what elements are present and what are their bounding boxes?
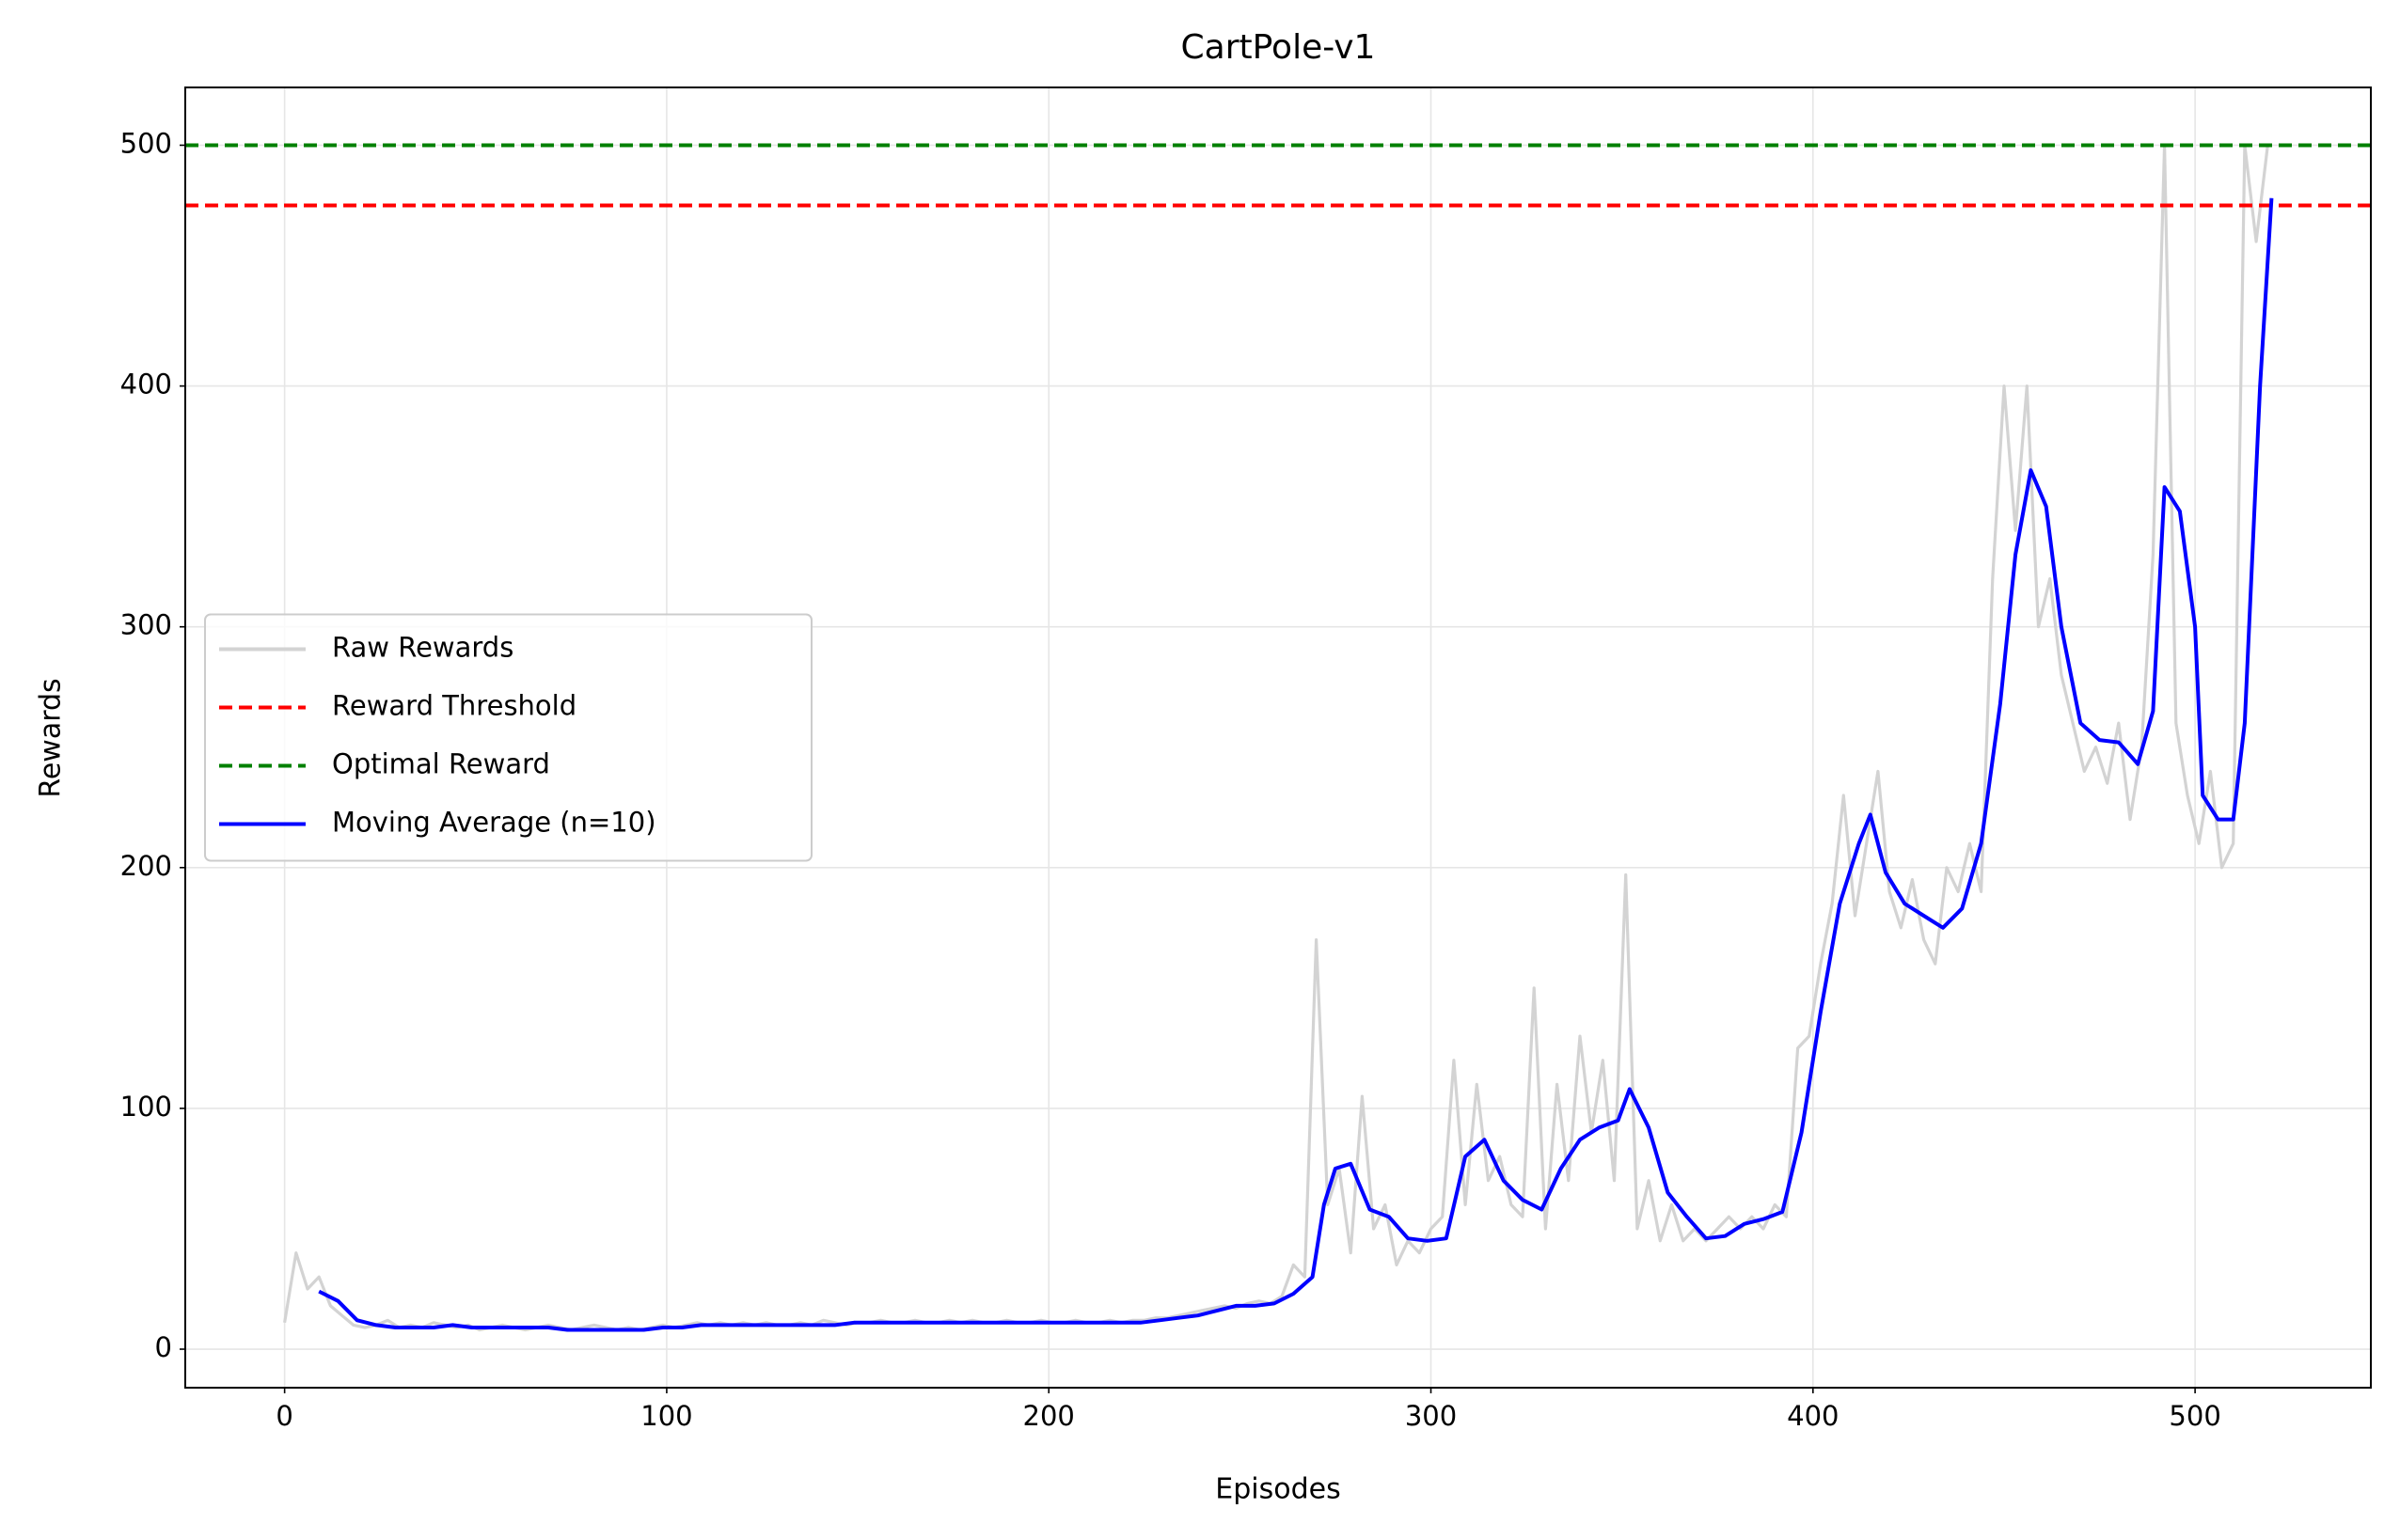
x-tick-label: 200	[1023, 1400, 1075, 1432]
y-tick-label: 100	[120, 1091, 172, 1123]
legend-box	[204, 613, 813, 862]
y-tick-label: 200	[120, 850, 172, 882]
legend-label: Reward Threshold	[332, 690, 576, 722]
y-tick-label: 400	[120, 369, 172, 401]
x-tick-label: 500	[2169, 1400, 2220, 1432]
legend-label: Optimal Reward	[332, 748, 550, 780]
plot-frame	[184, 86, 2372, 1389]
series-line	[318, 197, 2274, 1332]
x-axis-label: Episodes	[1215, 1473, 1340, 1506]
x-tick-label: 300	[1405, 1400, 1457, 1432]
x-tick-label: 100	[640, 1400, 692, 1432]
y-tick-label: 0	[155, 1331, 172, 1363]
legend-label: Moving Average (n=10)	[332, 807, 656, 839]
x-tick-label: 0	[276, 1400, 292, 1432]
chart-title: CartPole-v1	[1181, 28, 1376, 67]
legend-label: Raw Rewards	[332, 632, 513, 664]
x-tick-label: 400	[1787, 1400, 1839, 1432]
y-axis-label: Rewards	[35, 678, 68, 797]
y-tick-label: 500	[120, 127, 172, 159]
y-tick-label: 300	[120, 609, 172, 641]
